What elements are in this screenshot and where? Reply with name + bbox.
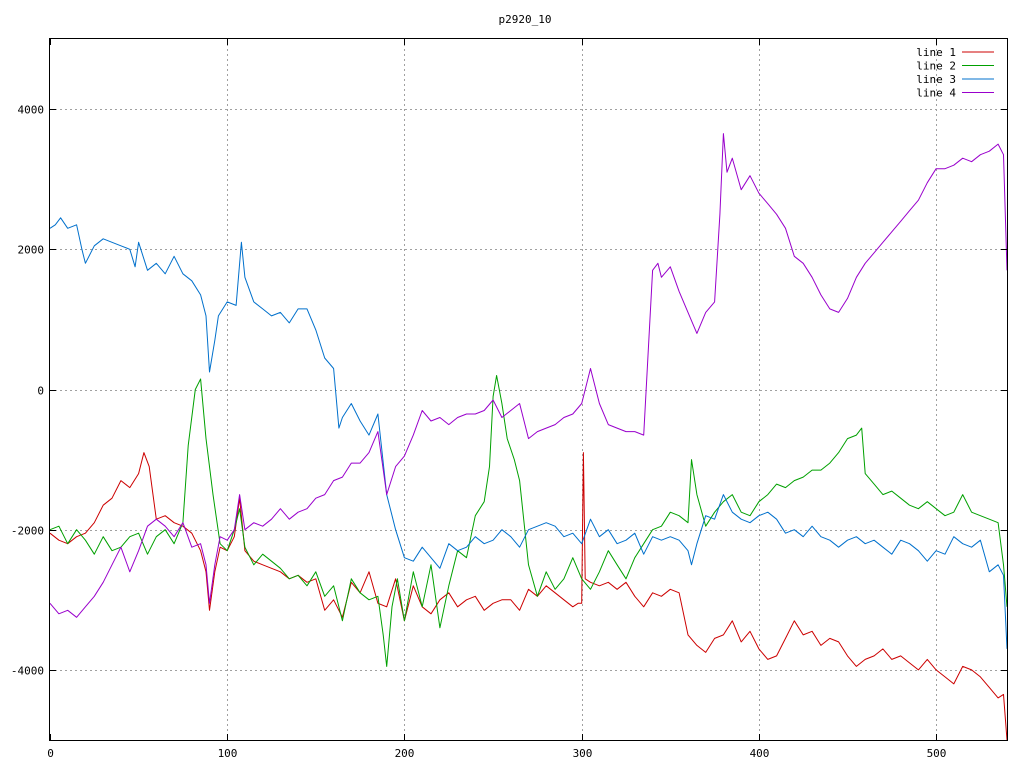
- x-tick-label: 400: [750, 747, 770, 760]
- chart-title: p2920_10: [499, 13, 552, 26]
- y-tick-label: -4000: [11, 665, 44, 678]
- y-tick-label: 4000: [18, 104, 45, 117]
- y-tick-label: 2000: [18, 244, 45, 257]
- legend-label-4: line 4: [916, 87, 956, 100]
- plot-frame: [49, 38, 1008, 741]
- legend-label-1: line 1: [916, 46, 956, 59]
- legend-label-3: line 3: [916, 73, 956, 86]
- series-lines: [49, 133, 1008, 741]
- grid-lines: [50, 39, 1007, 740]
- x-tick-label: 200: [395, 747, 415, 760]
- legend-label-2: line 2: [916, 60, 956, 73]
- y-tick-label: 0: [37, 385, 44, 398]
- series-2-line: [49, 375, 1008, 667]
- series-4-line: [49, 133, 1008, 618]
- series-3-line: [49, 217, 1008, 649]
- series-1-line: [49, 452, 1008, 741]
- x-tick-label: 300: [573, 747, 593, 760]
- axis-ticks: 0 100 200 300 400 500 -4000 -2000 0 2000 4000: [11, 39, 1007, 760]
- y-tick-label: -2000: [11, 525, 44, 538]
- x-tick-label: 0: [47, 747, 54, 760]
- x-tick-label: 500: [927, 747, 947, 760]
- x-tick-label: 100: [218, 747, 238, 760]
